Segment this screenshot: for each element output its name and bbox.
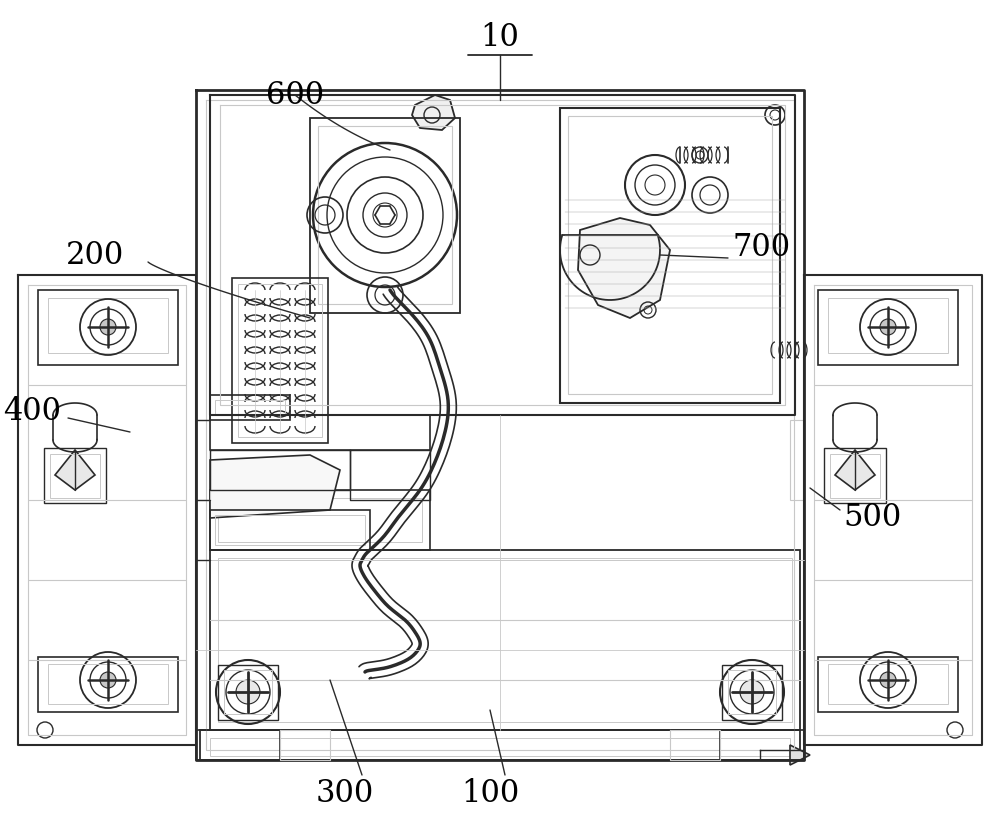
Bar bbox=[238, 284, 322, 437]
Bar bbox=[48, 298, 168, 353]
Polygon shape bbox=[835, 450, 875, 490]
Bar bbox=[48, 664, 168, 704]
Bar bbox=[210, 550, 800, 730]
Text: 100: 100 bbox=[461, 777, 519, 809]
Bar bbox=[568, 116, 772, 394]
Bar bbox=[790, 420, 804, 500]
Bar bbox=[722, 665, 782, 720]
Bar bbox=[210, 395, 290, 420]
Text: 200: 200 bbox=[66, 240, 124, 270]
Circle shape bbox=[740, 680, 764, 704]
Bar bbox=[218, 665, 278, 720]
Circle shape bbox=[100, 319, 116, 335]
Bar bbox=[224, 670, 272, 714]
Circle shape bbox=[880, 672, 896, 688]
Bar bbox=[218, 498, 422, 542]
Text: 600: 600 bbox=[266, 79, 324, 111]
Bar bbox=[818, 657, 958, 712]
Bar bbox=[210, 490, 430, 550]
Bar bbox=[196, 420, 210, 500]
Bar bbox=[38, 290, 178, 365]
Text: 400: 400 bbox=[3, 396, 61, 428]
Polygon shape bbox=[210, 455, 340, 518]
Bar bbox=[828, 664, 948, 704]
Bar bbox=[50, 454, 100, 498]
Bar bbox=[215, 400, 285, 415]
Circle shape bbox=[100, 672, 116, 688]
Bar bbox=[560, 108, 780, 403]
Bar bbox=[38, 657, 178, 712]
Circle shape bbox=[236, 680, 260, 704]
Bar bbox=[215, 515, 365, 545]
Circle shape bbox=[880, 319, 896, 335]
Polygon shape bbox=[790, 745, 810, 765]
Bar bbox=[728, 670, 776, 714]
Bar bbox=[232, 278, 328, 443]
Polygon shape bbox=[55, 450, 95, 490]
Bar bbox=[310, 118, 460, 313]
Text: 10: 10 bbox=[481, 22, 519, 54]
Text: 700: 700 bbox=[733, 232, 791, 263]
Bar bbox=[44, 448, 106, 503]
Bar bbox=[818, 290, 958, 365]
Text: 500: 500 bbox=[843, 502, 901, 534]
Polygon shape bbox=[578, 218, 670, 318]
Bar bbox=[210, 738, 790, 756]
Bar bbox=[824, 448, 886, 503]
Polygon shape bbox=[412, 95, 455, 130]
Text: 300: 300 bbox=[316, 777, 374, 809]
Bar bbox=[210, 510, 370, 550]
Bar bbox=[828, 298, 948, 353]
Bar bbox=[218, 558, 792, 722]
Bar bbox=[830, 454, 880, 498]
Bar bbox=[200, 730, 800, 760]
Bar bbox=[318, 126, 452, 304]
